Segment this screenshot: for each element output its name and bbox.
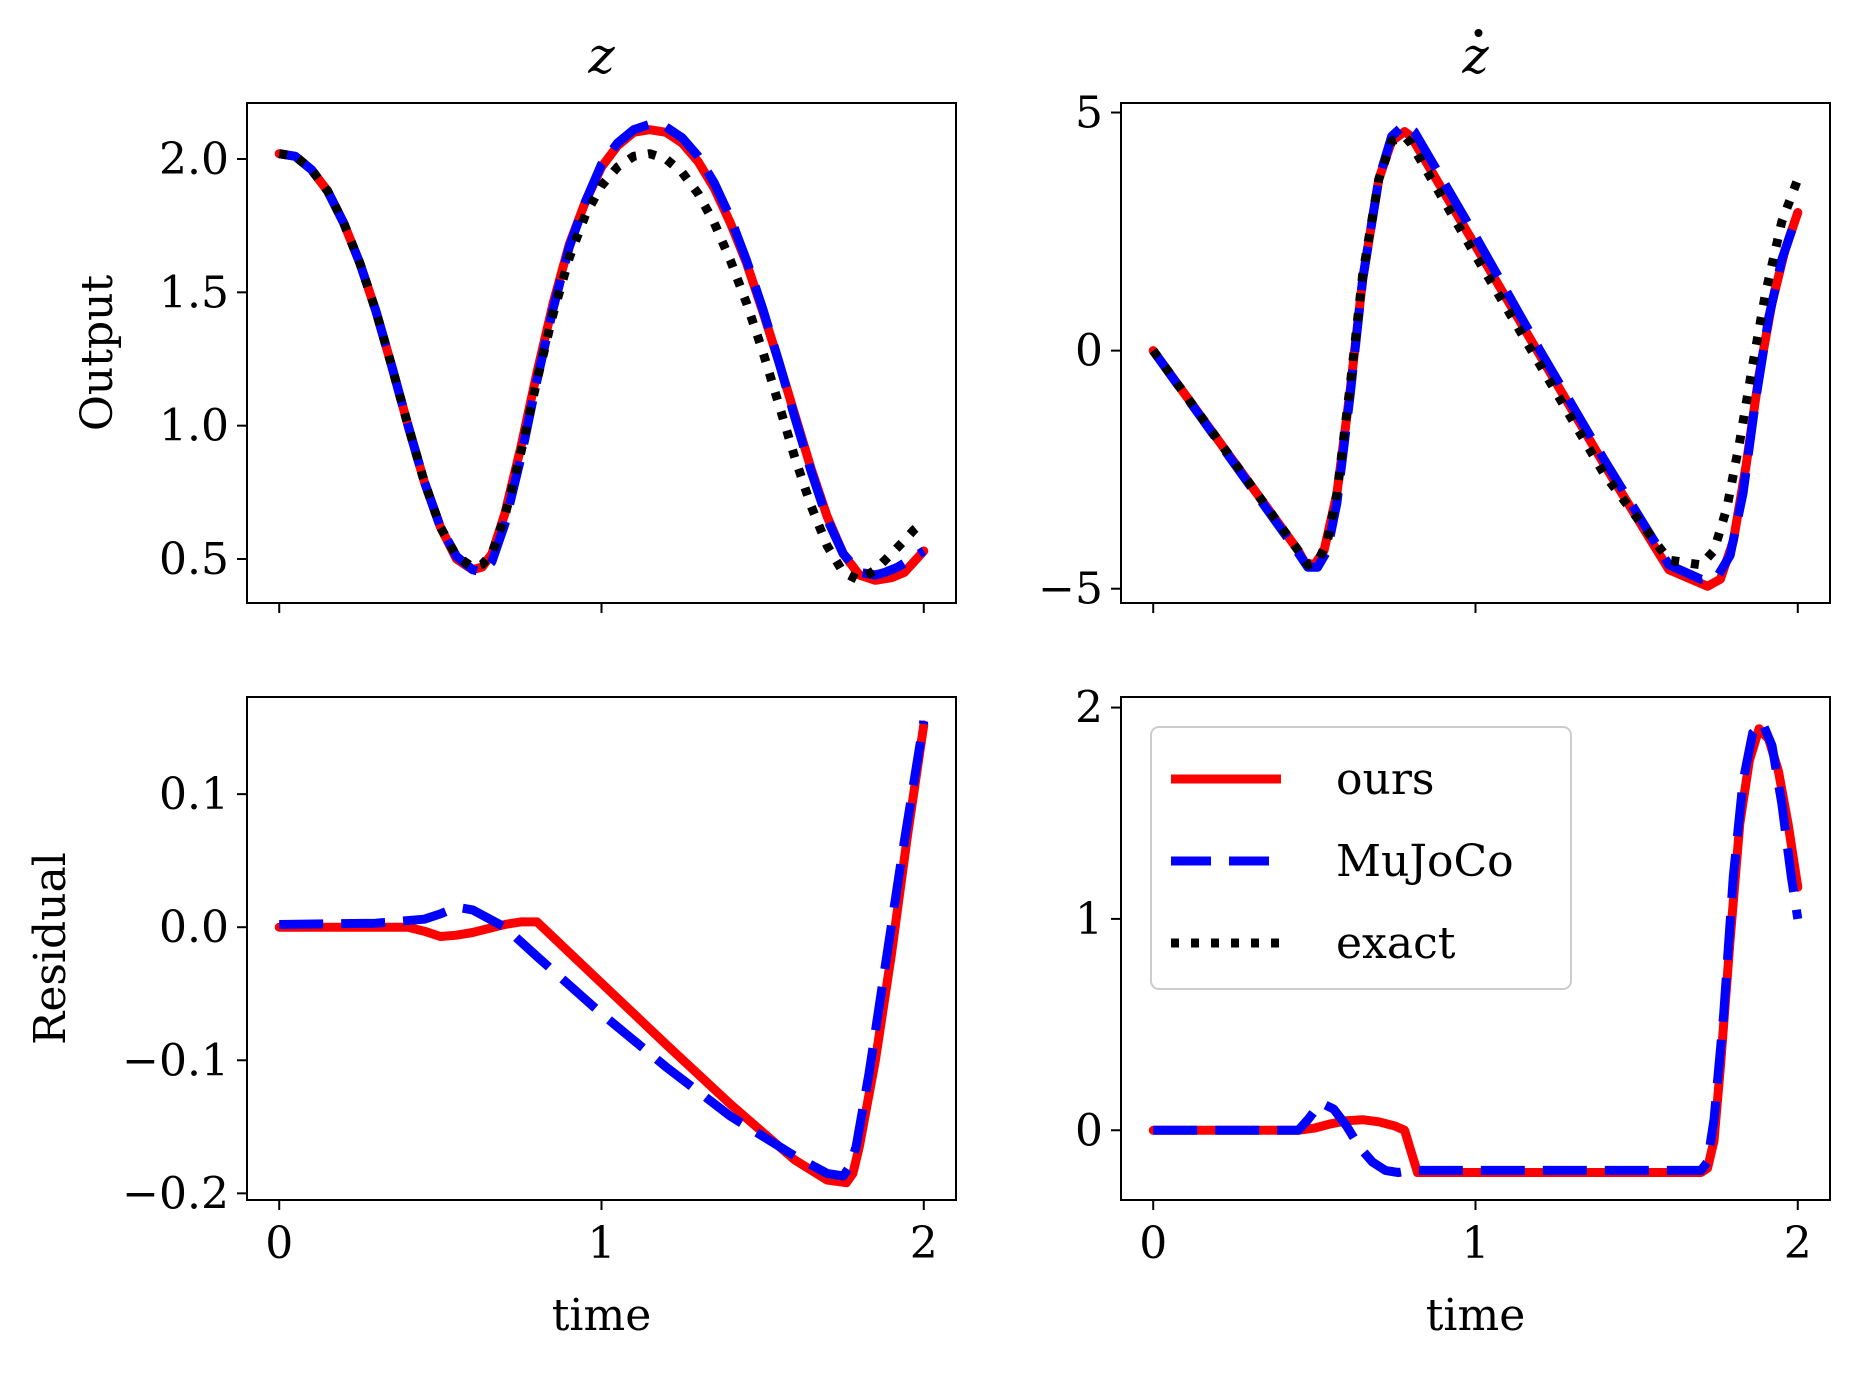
series-group (1148, 119, 1803, 591)
series-line-mujoco (1153, 717, 1803, 1177)
series-line-exact (1149, 131, 1803, 570)
series-line-ours (274, 720, 929, 1188)
panel-title: z (1461, 27, 1489, 85)
x-tick-label: 0 (265, 1218, 293, 1269)
y-tick-label: 1 (1075, 894, 1103, 945)
y-tick-label: 1.0 (159, 401, 229, 452)
panel-bl: 0 1 2 −0.2 −0.1 0.0 0.1 time Residual (25, 696, 957, 1341)
y-tick-label: 0 (1075, 326, 1103, 377)
panel-tl: 0.5 1.0 1.5 2.0 z Output (72, 27, 957, 613)
series-line-ours (274, 125, 929, 585)
series-line-mujoco (279, 720, 929, 1181)
legend: ours MuJoCo exact (1150, 726, 1572, 990)
y-tick-label: 0.5 (159, 534, 229, 585)
y-tick-label: 0 (1075, 1105, 1103, 1156)
y-tick-label: −0.1 (122, 1035, 229, 1086)
legend-label-ours: ours (1336, 754, 1434, 805)
panel-title: z (587, 27, 615, 85)
series-line-mujoco (1149, 119, 1803, 584)
axes-frame (246, 696, 957, 1201)
y-tick-label: −5 (1038, 564, 1103, 615)
y-tick-label: 0.0 (159, 902, 229, 953)
axes-frame (1120, 102, 1831, 604)
series-line-mujoco (278, 119, 927, 580)
series-line-ours (1148, 127, 1803, 591)
axes-frame (246, 102, 957, 604)
y-tick-label: 0.1 (159, 769, 229, 820)
x-tick-label: 2 (1784, 1218, 1812, 1269)
y-tick-label: 2.0 (159, 134, 229, 185)
y-tick-label: 1.5 (159, 267, 229, 318)
legend-box (1150, 726, 1572, 990)
series-group (274, 720, 929, 1188)
x-tick-label: 1 (1462, 1218, 1490, 1269)
x-tick-label: 1 (588, 1218, 616, 1269)
legend-label-mujoco: MuJoCo (1336, 836, 1514, 887)
legend-label-exact: exact (1336, 918, 1456, 969)
x-axis-label: time (552, 1290, 652, 1341)
panel-tr: −5 0 5 z (1038, 27, 1831, 615)
panel-br: 0 1 2 0 1 2 time (1075, 683, 1831, 1341)
y-tick-label: −0.2 (122, 1168, 229, 1219)
y-tick-label: 2 (1075, 683, 1103, 734)
x-axis-label: time (1426, 1290, 1526, 1341)
y-tick-label: 5 (1075, 88, 1103, 139)
series-group (1148, 717, 1803, 1177)
series-line-exact (278, 149, 927, 585)
y-axis-label: Residual (25, 852, 76, 1045)
series-group (274, 119, 929, 585)
x-tick-label: 0 (1139, 1218, 1167, 1269)
title-dot-accent (1474, 29, 1483, 37)
y-axis-label: Output (72, 275, 123, 432)
x-tick-label: 2 (910, 1218, 938, 1269)
